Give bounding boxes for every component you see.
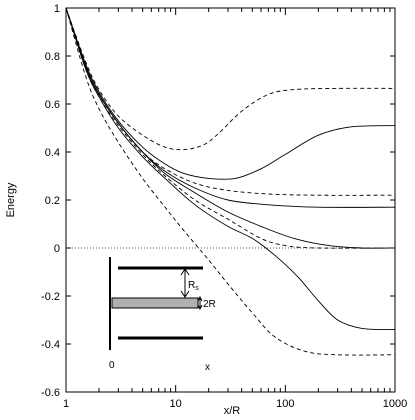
inset-origin-label: 0 [109,360,115,371]
x-axis-title: x/R [224,405,241,417]
series-line-2 [65,7,396,180]
x-tick-label: 1 [63,398,69,410]
series-line-6 [65,7,396,249]
inset-rs-arrowhead-up [180,268,190,276]
y-tick-label: 1 [54,3,60,15]
series-line-4 [65,7,396,208]
x-tick-label: 100 [276,398,294,410]
y-tick-label: -0.2 [41,291,60,303]
y-tick-label: 0.2 [45,195,60,207]
y-tick-label: 0.6 [45,99,60,111]
inset-rs-label: Rs [188,280,199,292]
inset-slab [111,297,199,309]
x-tick-label: 1000 [383,398,407,410]
series-line-7 [65,7,396,331]
series-line-8 [65,7,396,356]
inset-thickness-arrowheads [197,295,203,311]
axis-ticks [65,7,395,393]
inset-rs-arrowhead-down [180,290,190,298]
y-tick-label: 0 [54,243,60,255]
plot-frame [65,7,396,393]
inset-thickness-label: 2R [203,299,216,310]
y-tick-label: -0.4 [41,339,60,351]
y-tick-label: 0.8 [45,51,60,63]
y-tick-label: 0.4 [45,147,60,159]
inset-schematic: Rs 2R 0 x [109,257,216,373]
x-tick-label: 10 [170,398,182,410]
series-line-1 [65,7,396,151]
series-line-5 [65,7,396,249]
tick-labels: 10.80.60.40.20-0.2-0.4-0.61 10 100 1000 [41,3,407,410]
inset-axis-label: x [205,362,210,373]
y-axis-title: Energy [5,182,17,217]
series-line-3 [65,7,396,196]
y-tick-label: -0.6 [41,387,60,399]
plot-lines [65,7,396,356]
